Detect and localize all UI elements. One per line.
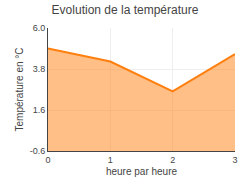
svg-text:-0.6: -0.6: [30, 146, 46, 156]
svg-text:Evolution de la température: Evolution de la température: [52, 3, 199, 17]
svg-text:Température en °C: Température en °C: [14, 47, 25, 131]
svg-text:2: 2: [170, 155, 175, 165]
svg-text:1: 1: [108, 155, 113, 165]
svg-text:heure par heure: heure par heure: [106, 166, 178, 177]
svg-text:6.0: 6.0: [33, 23, 46, 33]
svg-text:1.6: 1.6: [33, 105, 46, 115]
svg-text:3: 3: [232, 155, 237, 165]
svg-text:3.8: 3.8: [33, 64, 46, 74]
svg-text:0: 0: [45, 155, 50, 165]
